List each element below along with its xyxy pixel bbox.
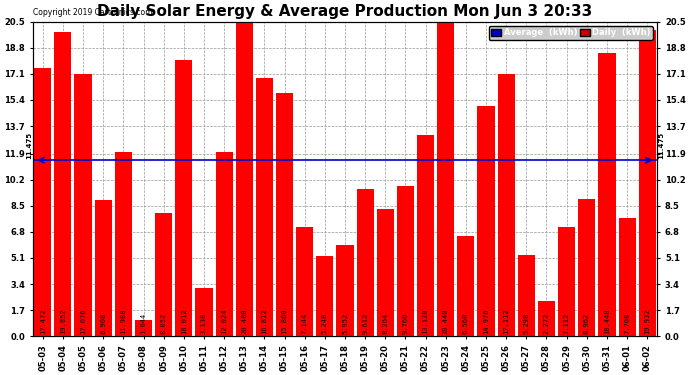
Bar [518,255,535,336]
Bar [215,152,233,336]
Text: 6.560: 6.560 [463,313,469,334]
Text: 17.076: 17.076 [80,309,86,334]
Bar [497,74,515,336]
Text: 15.860: 15.860 [282,309,288,334]
Text: 20.440: 20.440 [443,309,448,334]
Text: 8.962: 8.962 [584,313,590,334]
Bar [155,213,172,336]
Bar [598,53,615,336]
Bar [135,320,152,336]
Bar [296,226,313,336]
Text: 3.138: 3.138 [201,313,207,334]
Bar [34,68,51,336]
Text: 9.612: 9.612 [362,313,368,334]
Bar [236,22,253,336]
Bar [357,189,374,336]
Bar [175,60,193,336]
Text: 18.440: 18.440 [604,309,610,334]
Bar [397,186,414,336]
Bar [195,288,213,336]
Text: 16.812: 16.812 [262,309,268,334]
Bar [75,74,92,336]
Text: 7.112: 7.112 [564,313,570,334]
Bar [95,200,112,336]
Text: 2.272: 2.272 [544,313,549,334]
Text: 11.475: 11.475 [658,132,664,159]
Bar [538,302,555,336]
Bar [437,22,454,336]
Bar [618,218,635,336]
Text: Copyright 2019 Cartronics.com: Copyright 2019 Cartronics.com [32,8,152,17]
Title: Daily Solar Energy & Average Production Mon Jun 3 20:33: Daily Solar Energy & Average Production … [97,4,593,19]
Bar [578,199,595,336]
Text: 1.044: 1.044 [141,313,146,334]
Text: 8.264: 8.264 [382,313,388,334]
Text: 18.012: 18.012 [181,309,187,334]
Legend: Average  (kWh), Daily  (kWh): Average (kWh), Daily (kWh) [489,26,653,40]
Text: 9.760: 9.760 [402,313,408,334]
Bar [55,32,72,336]
Bar [316,256,333,336]
Text: 5.248: 5.248 [322,313,328,334]
Text: 12.024: 12.024 [221,309,227,334]
Text: 20.480: 20.480 [241,309,247,334]
Text: 13.120: 13.120 [422,309,428,334]
Bar [558,227,575,336]
Text: 11.988: 11.988 [120,309,126,334]
Text: 17.472: 17.472 [40,309,46,334]
Text: 8.052: 8.052 [161,313,167,334]
Bar [639,30,656,336]
Bar [276,93,293,336]
Text: 11.475: 11.475 [26,132,32,159]
Bar [256,78,273,336]
Bar [115,152,132,336]
Text: 17.112: 17.112 [503,309,509,334]
Text: 19.932: 19.932 [644,309,650,334]
Text: 8.908: 8.908 [100,313,106,334]
Bar [457,236,475,336]
Bar [477,106,495,336]
Text: 7.144: 7.144 [302,313,308,334]
Text: 19.852: 19.852 [60,309,66,334]
Bar [337,245,353,336]
Text: 5.298: 5.298 [523,313,529,334]
Text: 5.952: 5.952 [342,313,348,334]
Bar [417,135,434,336]
Bar [377,209,394,336]
Text: 7.708: 7.708 [624,313,630,334]
Text: 14.976: 14.976 [483,309,489,334]
